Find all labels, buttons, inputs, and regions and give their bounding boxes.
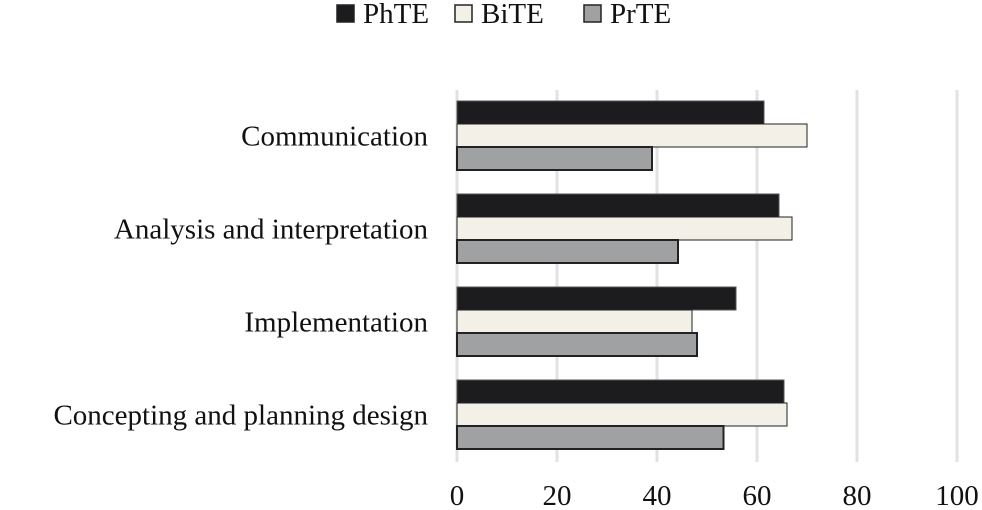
x-tick-label: 0 — [450, 480, 465, 510]
bar-PrTE — [456, 332, 698, 357]
category-label: Communication — [241, 121, 428, 153]
legend-label: PrTE — [610, 0, 671, 30]
legend-label: PhTE — [363, 0, 429, 30]
x-tick-label: 100 — [935, 480, 979, 510]
legend-label: BiTE — [481, 0, 544, 30]
category-label: Concepting and planning design — [53, 400, 428, 432]
legend-swatch — [583, 4, 602, 23]
category-label: Implementation — [244, 307, 428, 339]
bar-PhTE — [456, 286, 737, 311]
bar-PhTE — [456, 193, 780, 218]
x-tick-label: 40 — [643, 480, 672, 510]
legend-swatch — [454, 4, 473, 23]
bar-PrTE — [456, 425, 725, 450]
category-label: Analysis and interpretation — [114, 214, 429, 246]
x-tick-label: 80 — [843, 480, 872, 510]
x-tick-label: 20 — [543, 480, 572, 510]
bar-PrTE — [456, 146, 653, 171]
bar-PhTE — [456, 100, 765, 125]
bar-BiTE — [456, 216, 793, 241]
bar-PhTE — [456, 379, 785, 404]
bar-PrTE — [456, 239, 679, 264]
x-tick-label: 60 — [743, 480, 772, 510]
bar-BiTE — [456, 309, 693, 334]
bar-BiTE — [456, 123, 808, 148]
legend-swatch — [336, 4, 355, 23]
bar-BiTE — [456, 402, 788, 427]
